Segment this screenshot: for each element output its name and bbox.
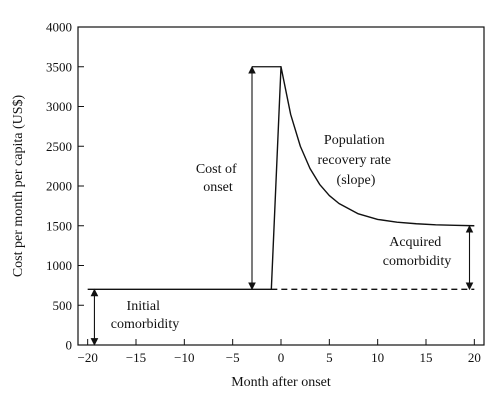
x-tick-label: −20 [77, 350, 97, 365]
series-layer [87, 66, 475, 291]
y-axis: 0 500 1000 1500 2000 2500 3000 3500 4000 [46, 20, 84, 353]
annotation-acquired-line-1: Acquired [389, 235, 441, 250]
y-tick-label: 2000 [46, 179, 72, 194]
annotation-initial-line-2: comorbidity [111, 317, 179, 332]
annotation-initial-comorbidity: Initial comorbidity [111, 299, 179, 332]
annotation-cost-of-onset-line-1: Cost of [196, 162, 237, 177]
x-tick-label: 15 [420, 350, 433, 365]
annotation-recovery-line-1: Population [324, 133, 385, 148]
annotation-initial-line-1: Initial [127, 299, 161, 314]
x-tick-label: −10 [174, 350, 194, 365]
y-tick-label: 3500 [46, 59, 72, 74]
x-tick-label: 5 [326, 350, 333, 365]
cost-curve [87, 66, 475, 291]
bracket-layer [90, 65, 474, 346]
x-tick-label: 20 [468, 350, 481, 365]
annotation-cost-of-onset: Cost of onset [196, 162, 240, 195]
annotation-acquired-line-2: comorbidity [383, 254, 451, 269]
y-tick-label: 0 [66, 338, 73, 353]
x-tick-label: 10 [371, 350, 384, 365]
x-axis: −20 −15 −10 −5 0 5 10 15 20 [77, 339, 481, 365]
y-axis-title: Cost per month per capita (US$) [11, 94, 26, 277]
annotation-recovery-line-3: (slope) [337, 173, 376, 188]
annotation-recovery-line-2: recovery rate [318, 153, 391, 168]
y-tick-label: 4000 [46, 20, 72, 35]
annotation-recovery-rate: Population recovery rate (slope) [318, 133, 395, 188]
y-tick-label: 1000 [46, 258, 72, 273]
y-tick-label: 3000 [46, 99, 72, 114]
x-tick-label: 0 [278, 350, 285, 365]
y-tick-label: 2500 [46, 139, 72, 154]
y-tick-label: 500 [53, 298, 73, 313]
x-axis-title: Month after onset [231, 375, 331, 390]
x-tick-label: −15 [126, 350, 146, 365]
annotation-cost-of-onset-line-2: onset [203, 180, 233, 195]
y-tick-label: 1500 [46, 218, 72, 233]
annotation-acquired-comorbidity: Acquired comorbidity [383, 235, 451, 269]
x-tick-label: −5 [226, 350, 240, 365]
